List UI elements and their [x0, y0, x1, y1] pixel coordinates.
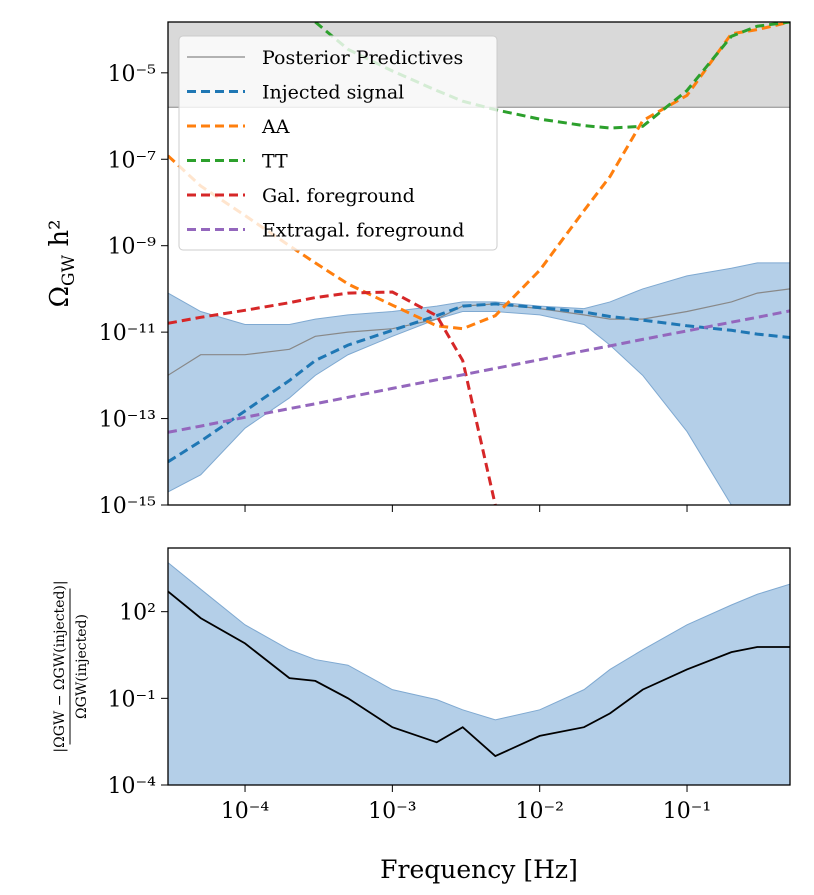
legend-label: Extragal. foreground — [262, 220, 464, 242]
series-line — [168, 302, 790, 464]
legend-label: TT — [262, 151, 288, 173]
y-tick-label: 10⁻⁴ — [108, 774, 157, 799]
legend: Posterior Predictives Injected signal AA TT… — [178, 35, 498, 251]
y-tick-label: 10⁻¹ — [108, 687, 156, 712]
y-tick-label: 10⁻¹¹ — [99, 321, 156, 346]
legend-label: Gal. foreground — [262, 185, 415, 207]
y-axis-label-part: GW — [59, 254, 79, 286]
y-axis-label: |ΩGW − ΩGW(injected)| ΩGW(injected) — [52, 580, 90, 752]
y-tick-label: 10² — [119, 601, 156, 626]
y-label-numerator: |ΩGW − ΩGW(injected)| — [52, 580, 68, 752]
series-line — [168, 590, 790, 758]
top-panel: 10⁻¹⁵ 10⁻¹³ 10⁻¹¹ 10⁻⁹ 10⁻⁷ 10⁻⁵ ΩGW h² Posteri… — [45, 21, 791, 519]
x-axis-label: Frequency [Hz] — [380, 855, 578, 884]
y-tick-label: 10⁻¹⁵ — [99, 494, 156, 519]
plot-area — [168, 561, 790, 785]
y-label-denominator: ΩGW(injected) — [74, 614, 90, 719]
y-tick-label: 10⁻¹³ — [99, 408, 156, 433]
x-tick-label: 10⁻² — [515, 799, 563, 824]
series-line — [168, 309, 790, 434]
legend-label: Injected signal — [262, 82, 404, 104]
legend-label: AA — [261, 116, 290, 138]
y-axis-label-part: Ω — [45, 286, 75, 308]
legend-frame — [178, 35, 498, 251]
y-axis-label: ΩGW h² — [45, 219, 79, 307]
x-tick-label: 10⁻⁴ — [221, 799, 270, 824]
x-tick-label: 10⁻³ — [368, 799, 416, 824]
y-tick-label: 10⁻⁷ — [108, 148, 157, 173]
band — [168, 262, 790, 505]
y-tick-label: 10⁻⁵ — [108, 62, 156, 87]
axes-frame — [167, 547, 791, 786]
y-axis-label-part: h² — [45, 219, 75, 254]
y-tick-label: 10⁻⁹ — [108, 235, 157, 260]
bottom-panel: 10⁻⁴ 10⁻³ 10⁻² 10⁻¹ 10⁻⁴ 10⁻¹ 10² |ΩGW − ΩGW(in… — [52, 547, 791, 884]
x-tick-label: 10⁻¹ — [663, 799, 711, 824]
legend-label: Posterior Predictives — [262, 47, 463, 69]
band — [168, 561, 790, 785]
axes-frame — [167, 21, 791, 506]
